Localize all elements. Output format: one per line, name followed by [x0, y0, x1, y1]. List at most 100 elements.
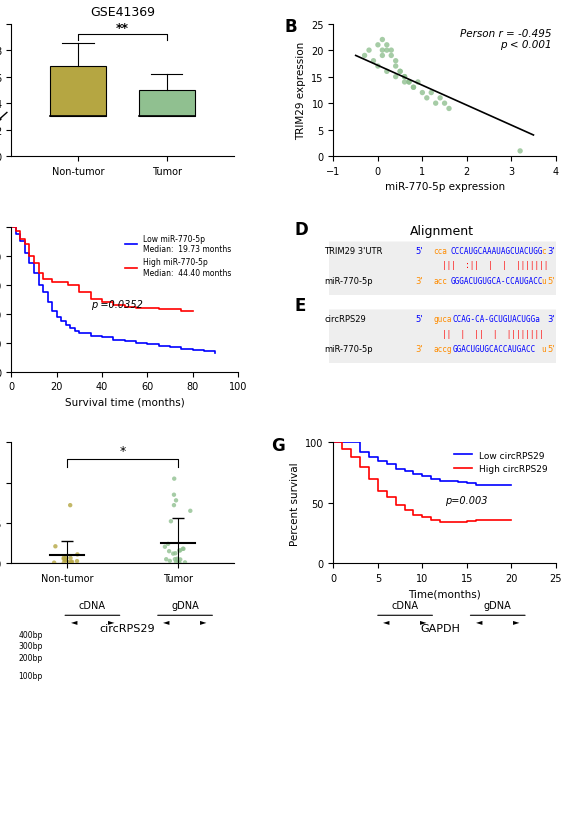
Point — [360, 50, 369, 63]
Point — [400, 76, 409, 89]
Point — [387, 44, 396, 57]
Point — [176, 544, 185, 557]
Point — [418, 87, 427, 100]
Point — [396, 66, 405, 79]
Point — [378, 44, 387, 57]
Point — [404, 76, 413, 89]
Text: c: c — [541, 247, 545, 256]
Point — [365, 44, 374, 57]
Point — [64, 556, 73, 569]
Point — [163, 537, 172, 550]
Point — [171, 547, 180, 560]
Text: p =0.0352: p =0.0352 — [91, 299, 142, 310]
Text: ◄: ◄ — [476, 617, 483, 626]
Bar — [50, 67, 106, 117]
Y-axis label: Percent survival: Percent survival — [290, 461, 300, 545]
Text: ►: ► — [108, 617, 114, 626]
Point — [175, 557, 184, 570]
Point — [382, 66, 391, 79]
Text: GGACUGUGCACCAUGACC: GGACUGUGCACCAUGACC — [452, 345, 536, 354]
Text: *: * — [119, 445, 125, 457]
Text: miR-770-5p: miR-770-5p — [324, 277, 373, 286]
Point — [175, 556, 184, 569]
Text: cca: cca — [433, 247, 447, 256]
Point — [515, 145, 524, 158]
Text: 3': 3' — [548, 247, 555, 256]
Point — [171, 494, 180, 507]
Text: 5': 5' — [415, 314, 422, 324]
Text: ◄: ◄ — [71, 617, 77, 626]
Point — [60, 557, 69, 570]
Point — [166, 515, 175, 528]
Point — [66, 552, 75, 565]
Point — [170, 489, 179, 502]
Text: 3': 3' — [415, 345, 422, 354]
Point — [369, 55, 378, 68]
Text: TRIM29 3'UTR: TRIM29 3'UTR — [324, 247, 383, 256]
Point — [374, 39, 383, 52]
Text: miR-770-5p: miR-770-5p — [324, 345, 373, 354]
Point — [404, 76, 413, 89]
Text: 3': 3' — [548, 314, 555, 324]
X-axis label: miR-770-5p expression: miR-770-5p expression — [384, 183, 505, 192]
Legend: Low circRPS29, High circRPS29: Low circRPS29, High circRPS29 — [450, 447, 551, 477]
Point — [171, 555, 180, 568]
Point — [400, 71, 409, 84]
Text: ►: ► — [513, 617, 519, 626]
Text: 400bp: 400bp — [18, 631, 43, 639]
Text: circRPS29: circRPS29 — [324, 314, 366, 324]
Point — [427, 87, 436, 100]
Text: ◄: ◄ — [163, 617, 170, 626]
Point — [431, 97, 440, 111]
Point — [67, 556, 76, 569]
Point — [378, 50, 387, 63]
FancyBboxPatch shape — [327, 310, 558, 364]
Y-axis label: TRIM29 expression: TRIM29 expression — [296, 42, 306, 140]
Point — [164, 545, 174, 558]
Point — [51, 540, 60, 553]
Text: ◄: ◄ — [383, 617, 390, 626]
Point — [168, 547, 177, 560]
Point — [61, 551, 70, 564]
Point — [180, 556, 189, 569]
Point — [173, 553, 182, 566]
Text: ►: ► — [420, 617, 427, 626]
Text: 5': 5' — [548, 345, 555, 354]
Point — [435, 93, 445, 106]
Legend: Low miR-770-5p
Median:  19.73 months, High miR-770-5p
Median:  44.40 months: Low miR-770-5p Median: 19.73 months, Hig… — [122, 232, 234, 280]
Point — [61, 554, 70, 567]
Point — [186, 505, 195, 518]
FancyBboxPatch shape — [327, 242, 558, 296]
Text: Alignment: Alignment — [411, 225, 474, 238]
Point — [391, 55, 400, 68]
Text: |||  :||  |  |  |||||||: ||| :|| | | ||||||| — [442, 260, 549, 269]
Text: GGGACUGUGCA-CCAUGACC: GGGACUGUGCA-CCAUGACC — [450, 277, 543, 286]
Text: Person r = -0.495
p < 0.001: Person r = -0.495 p < 0.001 — [460, 29, 551, 50]
Text: u: u — [541, 345, 545, 354]
Text: CCAG-CA-GCUGUACUGGa: CCAG-CA-GCUGUACUGGa — [452, 314, 540, 324]
Point — [440, 97, 449, 111]
Text: 5': 5' — [548, 277, 555, 286]
Point — [391, 61, 400, 74]
Text: gDNA: gDNA — [484, 600, 511, 610]
Point — [445, 102, 454, 115]
Point — [174, 556, 183, 569]
Point — [176, 553, 185, 566]
Text: 100bp: 100bp — [18, 672, 43, 680]
Text: cDNA: cDNA — [79, 600, 106, 610]
Point — [179, 542, 188, 555]
Text: D: D — [295, 220, 308, 238]
Point — [378, 34, 387, 47]
Text: accg: accg — [433, 345, 452, 354]
Bar — [139, 91, 194, 117]
Point — [170, 473, 179, 486]
Point — [422, 93, 431, 106]
Title: circRPS29: circRPS29 — [99, 623, 155, 633]
Text: ||  |  ||  |  ||||||||: || | || | |||||||| — [442, 329, 544, 338]
Point — [73, 548, 82, 561]
Text: E: E — [295, 297, 306, 315]
Point — [166, 554, 175, 568]
Text: 5': 5' — [415, 247, 422, 256]
X-axis label: Time(months): Time(months) — [408, 589, 481, 599]
X-axis label: Survival time (months): Survival time (months) — [65, 397, 185, 407]
